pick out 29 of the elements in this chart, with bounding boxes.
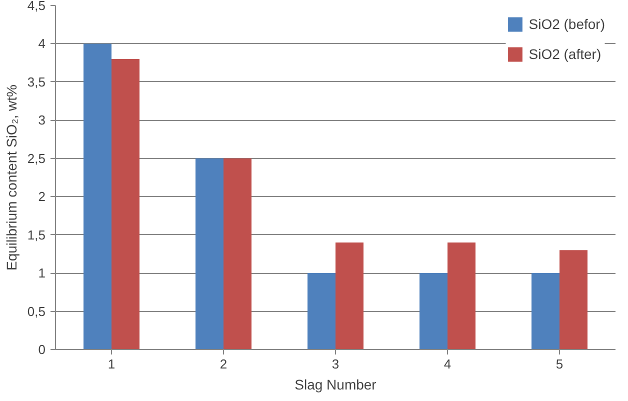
y-axis-title: Equilibrium content SiO₂, wt% bbox=[3, 84, 20, 270]
bar bbox=[420, 273, 448, 350]
y-tick-label: 4,5 bbox=[27, 0, 46, 13]
x-tick-label: 4 bbox=[444, 356, 452, 372]
y-tick-label: 1,5 bbox=[27, 227, 46, 242]
x-tick-label: 2 bbox=[220, 356, 228, 372]
x-tick-label: 5 bbox=[556, 356, 564, 372]
y-tick-label: 3 bbox=[38, 112, 46, 128]
bar bbox=[224, 158, 252, 350]
bar bbox=[560, 250, 588, 350]
bar bbox=[336, 242, 364, 350]
bar bbox=[112, 59, 140, 350]
legend-label: SiO2 (befor) bbox=[528, 16, 605, 32]
x-tick-label: 3 bbox=[332, 356, 340, 372]
y-tick-label: 0,5 bbox=[27, 304, 46, 319]
y-tick-label: 2 bbox=[38, 189, 46, 204]
bar bbox=[84, 44, 112, 350]
bar bbox=[448, 242, 476, 350]
x-axis-title: Slag Number bbox=[294, 376, 377, 392]
y-tick-label: 4 bbox=[38, 36, 46, 52]
bar bbox=[308, 273, 336, 350]
y-tick-label: 3,5 bbox=[27, 74, 46, 90]
x-tick-label: 1 bbox=[108, 356, 116, 372]
y-tick-label: 1 bbox=[38, 266, 46, 281]
y-tick-label: 2,5 bbox=[27, 150, 46, 166]
y-tick-label: 0 bbox=[38, 342, 46, 357]
bar bbox=[196, 158, 224, 350]
bar bbox=[532, 273, 560, 350]
legend-label: SiO2 (after) bbox=[528, 46, 602, 62]
